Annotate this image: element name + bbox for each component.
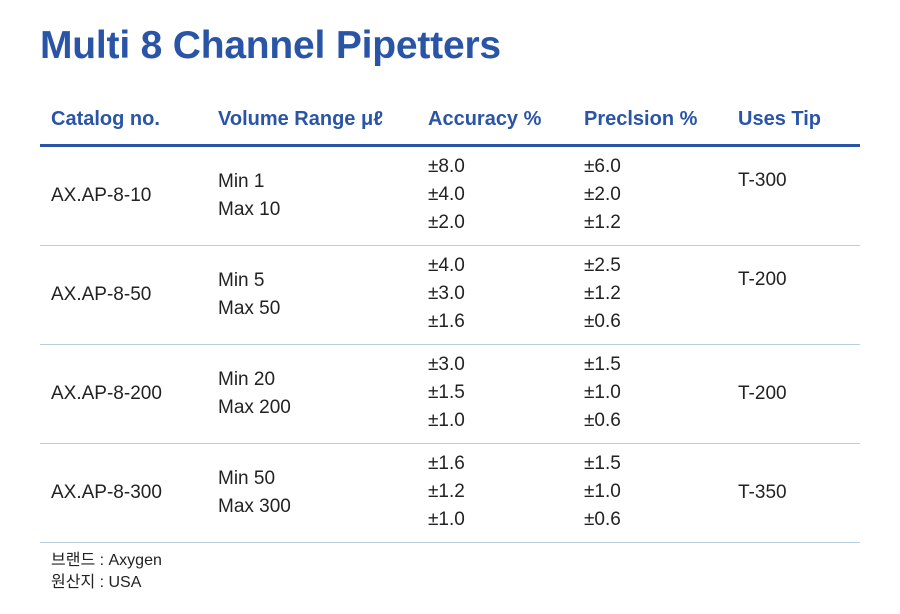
precision-value: ±0.6 xyxy=(584,410,621,431)
header-catalog: Catalog no. xyxy=(51,108,160,130)
precision-value: ±1.2 xyxy=(584,283,621,304)
catalog-cell: AX.AP-8-300 xyxy=(51,482,162,503)
header-volume-range: Volume Range μℓ xyxy=(218,108,383,130)
volume-max: Max 300 xyxy=(218,496,291,517)
precision-cell: ±2.5 ±1.2 ±0.6 xyxy=(584,252,621,336)
volume-max: Max 50 xyxy=(218,298,281,319)
accuracy-value: ±2.0 xyxy=(428,212,465,233)
volume-min: Min 5 xyxy=(218,270,265,291)
accuracy-value: ±1.6 xyxy=(428,453,465,474)
catalog-cell: AX.AP-8-10 xyxy=(51,185,152,206)
accuracy-cell: ±8.0 ±4.0 ±2.0 xyxy=(428,153,465,237)
precision-value: ±1.5 xyxy=(584,453,621,474)
header-accuracy: Accuracy % xyxy=(428,108,542,130)
precision-value: ±0.6 xyxy=(584,509,621,530)
tip-cell: T-300 xyxy=(738,170,787,191)
catalog-cell: AX.AP-8-50 xyxy=(51,284,152,305)
precision-value: ±1.0 xyxy=(584,382,621,403)
brand-text: 브랜드 : Axygen xyxy=(51,552,162,569)
tip-cell: T-200 xyxy=(738,383,787,404)
tip-cell: T-350 xyxy=(738,482,787,503)
accuracy-value: ±4.0 xyxy=(428,184,465,205)
accuracy-value: ±3.0 xyxy=(428,283,465,304)
accuracy-cell: ±4.0 ±3.0 ±1.6 xyxy=(428,252,465,336)
volume-cell: Min 1 Max 10 xyxy=(218,147,280,245)
header-uses-tip: Uses Tip xyxy=(738,108,821,130)
precision-value: ±2.5 xyxy=(584,255,621,276)
table-header: Catalog no. Volume Range μℓ Accuracy % P… xyxy=(40,100,860,147)
page-title: Multi 8 Channel Pipetters xyxy=(40,24,501,67)
precision-value: ±6.0 xyxy=(584,156,621,177)
catalog-cell: AX.AP-8-200 xyxy=(51,383,162,404)
volume-min: Min 1 xyxy=(218,171,265,192)
accuracy-value: ±4.0 xyxy=(428,255,465,276)
accuracy-value: ±1.5 xyxy=(428,382,465,403)
table-row: AX.AP-8-10 Min 1 Max 10 ±8.0 ±4.0 ±2.0 ±… xyxy=(40,147,860,246)
precision-value: ±1.2 xyxy=(584,212,621,233)
volume-max: Max 200 xyxy=(218,397,291,418)
origin-text: 원산지 : USA xyxy=(51,574,142,591)
accuracy-cell: ±1.6 ±1.2 ±1.0 xyxy=(428,450,465,534)
precision-cell: ±1.5 ±1.0 ±0.6 xyxy=(584,450,621,534)
volume-cell: Min 20 Max 200 xyxy=(218,345,291,443)
table-row: AX.AP-8-50 Min 5 Max 50 ±4.0 ±3.0 ±1.6 ±… xyxy=(40,246,860,345)
volume-cell: Min 5 Max 50 xyxy=(218,246,280,344)
product-info-footer: 브랜드 : Axygen 원산지 : USA xyxy=(51,550,162,594)
accuracy-cell: ±3.0 ±1.5 ±1.0 xyxy=(428,351,465,435)
accuracy-value: ±3.0 xyxy=(428,354,465,375)
accuracy-value: ±1.0 xyxy=(428,410,465,431)
header-precision: Preclsion % xyxy=(584,108,698,130)
volume-cell: Min 50 Max 300 xyxy=(218,444,291,542)
table-row: AX.AP-8-200 Min 20 Max 200 ±3.0 ±1.5 ±1.… xyxy=(40,345,860,444)
precision-value: ±2.0 xyxy=(584,184,621,205)
precision-value: ±1.0 xyxy=(584,481,621,502)
precision-cell: ±1.5 ±1.0 ±0.6 xyxy=(584,351,621,435)
volume-min: Min 50 xyxy=(218,468,276,489)
precision-value: ±1.5 xyxy=(584,354,621,375)
accuracy-value: ±1.2 xyxy=(428,481,465,502)
precision-value: ±0.6 xyxy=(584,311,621,332)
precision-cell: ±6.0 ±2.0 ±1.2 xyxy=(584,153,621,237)
volume-max: Max 10 xyxy=(218,199,281,220)
table-row: AX.AP-8-300 Min 50 Max 300 ±1.6 ±1.2 ±1.… xyxy=(40,444,860,543)
volume-min: Min 20 xyxy=(218,369,276,390)
spec-table: Catalog no. Volume Range μℓ Accuracy % P… xyxy=(40,100,860,543)
accuracy-value: ±1.6 xyxy=(428,311,465,332)
accuracy-value: ±8.0 xyxy=(428,156,465,177)
accuracy-value: ±1.0 xyxy=(428,509,465,530)
tip-cell: T-200 xyxy=(738,269,787,290)
